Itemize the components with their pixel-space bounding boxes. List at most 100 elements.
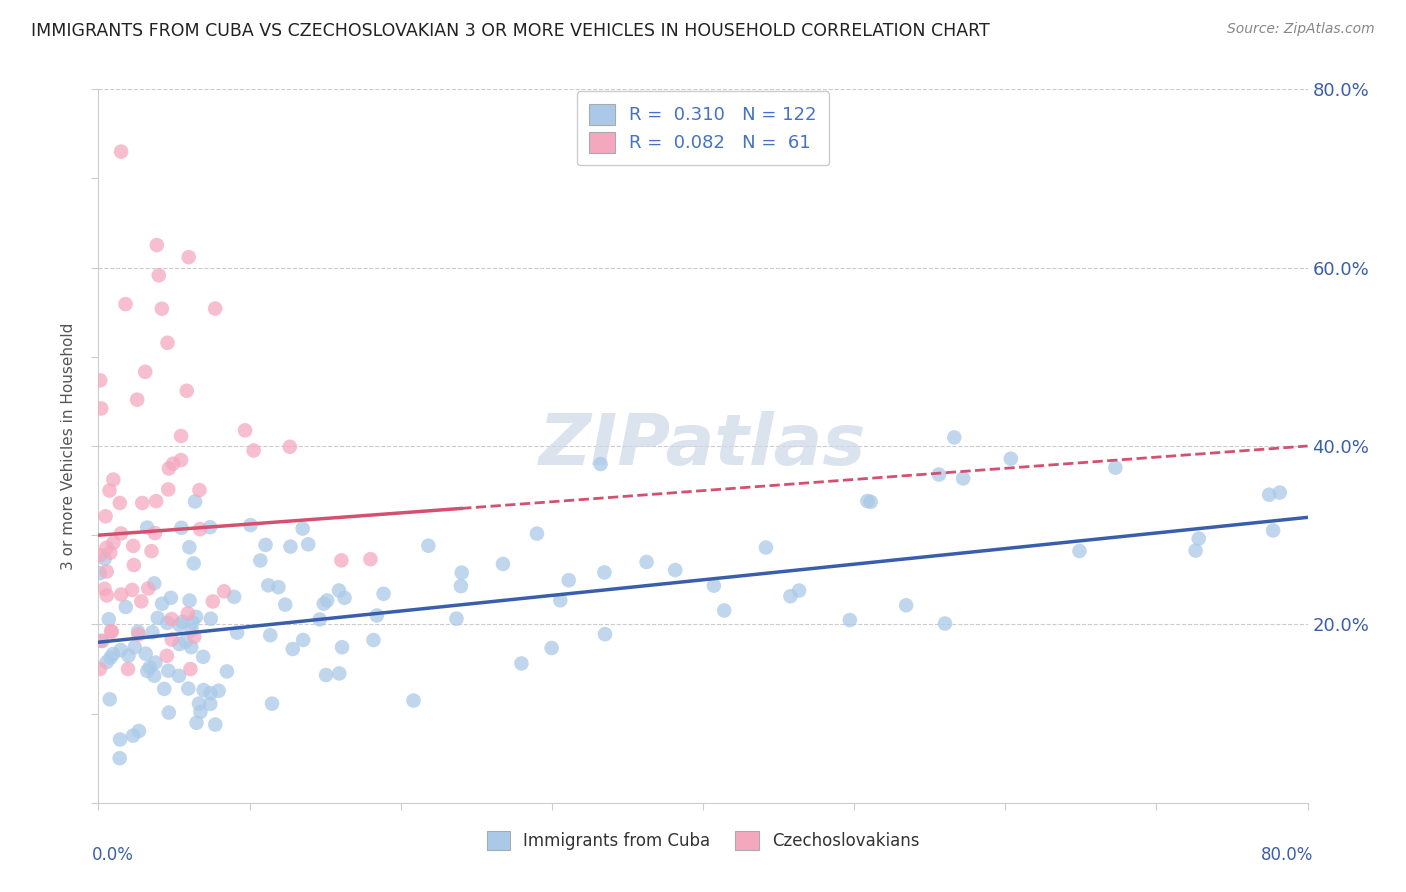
Point <box>136 520 159 534</box>
Point <box>156 615 179 630</box>
Text: 80.0%: 80.0% <box>1261 846 1313 863</box>
Text: ZIPatlas: ZIPatlas <box>540 411 866 481</box>
Point <box>181 615 204 630</box>
Point <box>108 751 131 765</box>
Point <box>122 539 145 553</box>
Point <box>191 649 214 664</box>
Point <box>204 717 226 731</box>
Point <box>103 473 125 487</box>
Point <box>150 597 173 611</box>
Point <box>135 647 157 661</box>
Point <box>418 539 440 553</box>
Point <box>1268 485 1291 500</box>
Point <box>143 669 166 683</box>
Point <box>328 583 350 598</box>
Point <box>188 483 211 497</box>
Point <box>100 650 122 665</box>
Point <box>153 681 176 696</box>
Point <box>131 496 153 510</box>
Point <box>315 668 337 682</box>
Point <box>170 429 193 443</box>
Point <box>242 443 264 458</box>
Point <box>136 582 159 596</box>
Point <box>169 637 191 651</box>
Point <box>526 526 548 541</box>
Point <box>145 494 167 508</box>
Point <box>557 573 579 587</box>
Point <box>160 612 183 626</box>
Point <box>136 664 159 678</box>
Point <box>664 563 686 577</box>
Y-axis label: 3 or more Vehicles in Household: 3 or more Vehicles in Household <box>60 322 76 570</box>
Point <box>316 593 339 607</box>
Point <box>146 238 169 252</box>
Point <box>157 706 180 720</box>
Point <box>257 578 280 592</box>
Point <box>143 576 166 591</box>
Point <box>188 697 211 711</box>
Point <box>291 522 314 536</box>
Point <box>184 494 207 508</box>
Point <box>1069 544 1091 558</box>
Point <box>308 612 330 626</box>
Point <box>98 483 121 498</box>
Point <box>363 633 385 648</box>
Point <box>278 440 301 454</box>
Point <box>450 579 472 593</box>
Point <box>787 583 810 598</box>
Point <box>179 662 201 676</box>
Point <box>141 625 163 640</box>
Point <box>183 557 205 571</box>
Point <box>180 640 202 655</box>
Point <box>281 642 304 657</box>
Point <box>274 598 297 612</box>
Point <box>98 546 121 560</box>
Point <box>160 591 183 605</box>
Point <box>267 580 290 594</box>
Point <box>131 594 153 608</box>
Point <box>90 633 112 648</box>
Point <box>540 640 562 655</box>
Point <box>328 666 350 681</box>
Point <box>233 423 256 437</box>
Point <box>212 584 235 599</box>
Point <box>1258 488 1281 502</box>
Point <box>117 662 139 676</box>
Point <box>122 558 145 572</box>
Point <box>179 593 201 607</box>
Point <box>1188 532 1211 546</box>
Point <box>145 656 167 670</box>
Point <box>200 612 222 626</box>
Point <box>188 522 211 536</box>
Point <box>373 587 395 601</box>
Point <box>110 643 132 657</box>
Point <box>174 634 197 648</box>
Point <box>190 705 212 719</box>
Point <box>170 453 193 467</box>
Point <box>366 608 388 623</box>
Point <box>254 538 277 552</box>
Point <box>183 630 205 644</box>
Point <box>96 589 118 603</box>
Point <box>156 648 179 663</box>
Point <box>91 634 114 648</box>
Point <box>312 597 335 611</box>
Point <box>117 648 139 663</box>
Point <box>200 697 222 711</box>
Point <box>167 669 190 683</box>
Point <box>297 537 319 551</box>
Point <box>162 457 184 471</box>
Point <box>90 401 112 416</box>
Point <box>446 612 468 626</box>
Point <box>103 535 125 549</box>
Point <box>172 615 194 629</box>
Point <box>108 496 131 510</box>
Point <box>110 526 132 541</box>
Point <box>838 613 860 627</box>
Point <box>148 268 170 283</box>
Point <box>779 589 801 603</box>
Point <box>160 632 183 647</box>
Point <box>108 732 131 747</box>
Point <box>226 625 249 640</box>
Point <box>200 686 222 700</box>
